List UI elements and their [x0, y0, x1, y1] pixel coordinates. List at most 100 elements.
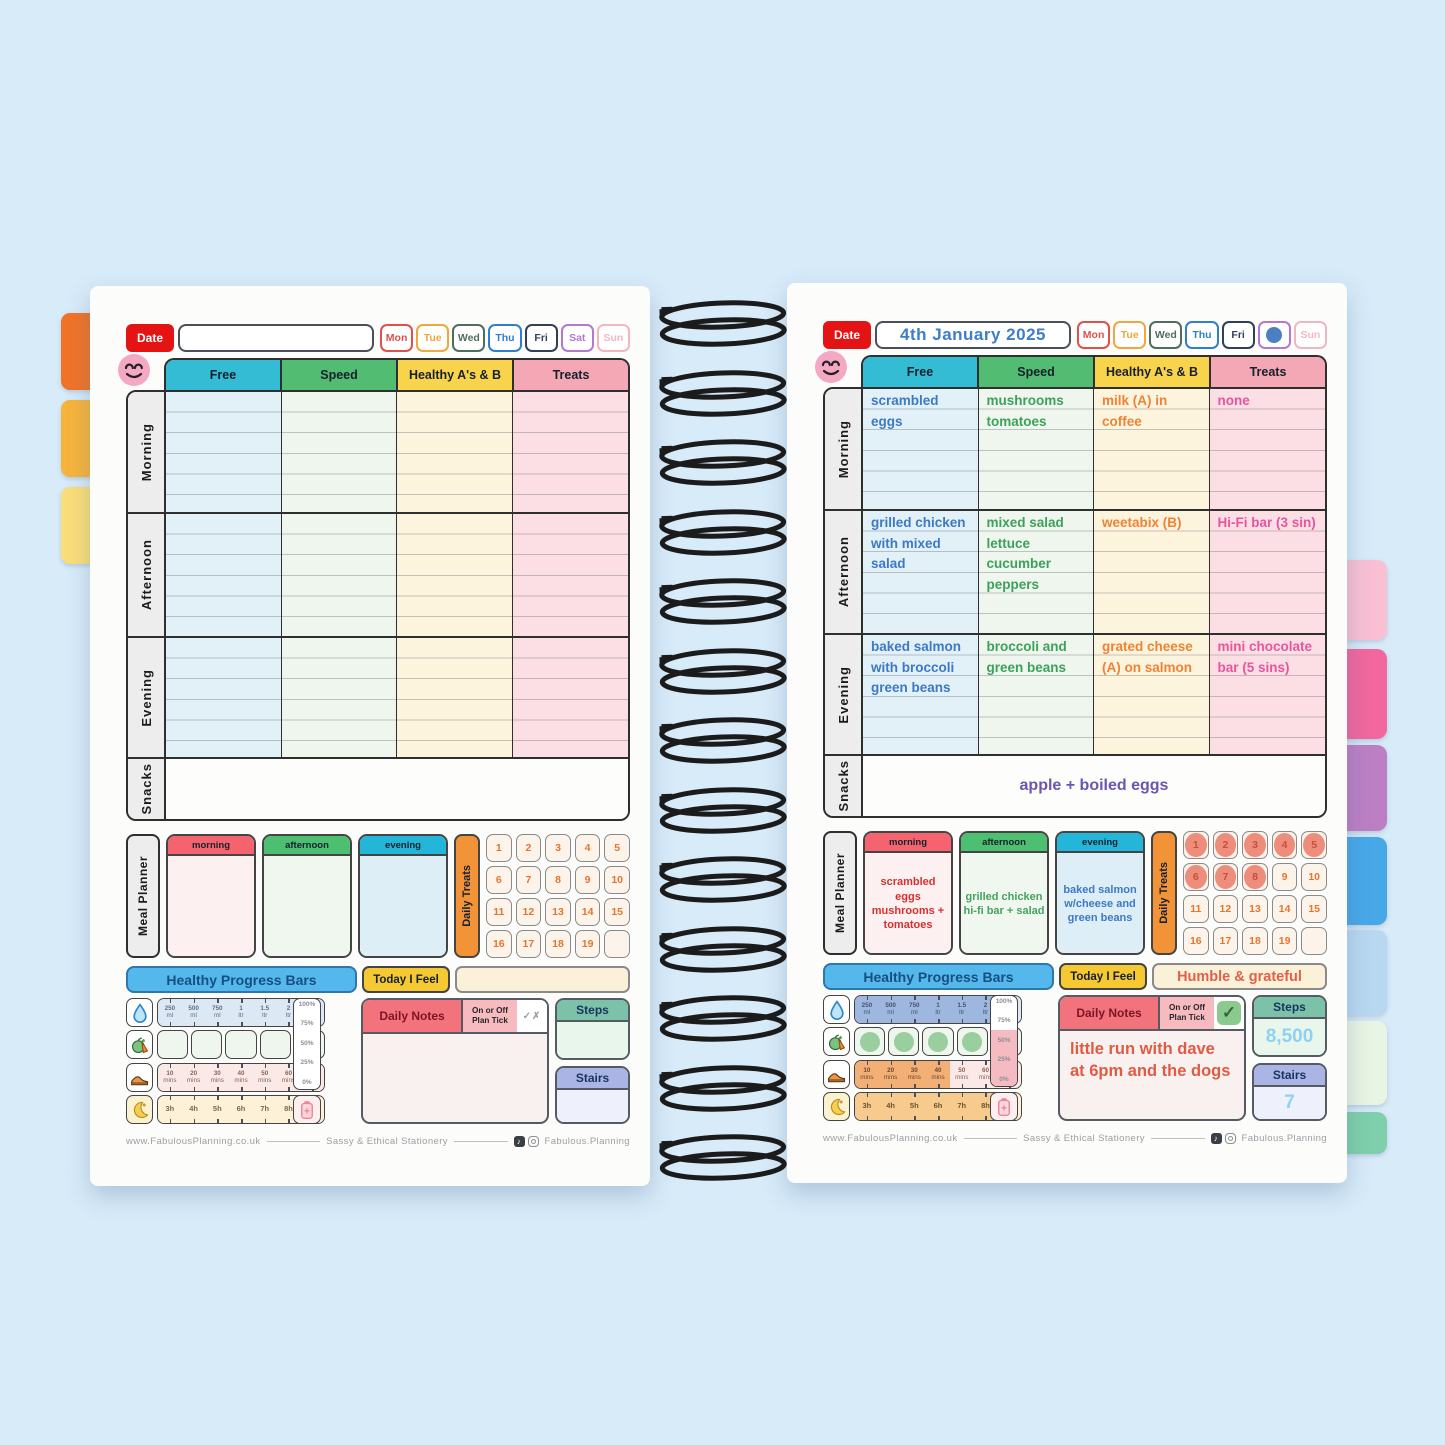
meal-cell-afternoon-healthy[interactable]: weetabix (B)	[1094, 511, 1210, 635]
meal-cell-morning-speed[interactable]: mushrooms tomatoes	[978, 389, 1094, 511]
scale-segment[interactable]: 1.5 ltr	[252, 999, 277, 1026]
day-tab-tue[interactable]: Tue	[1113, 321, 1147, 349]
scale-segment[interactable]: 1 ltr	[926, 996, 950, 1023]
treat-cell-9[interactable]: 9	[1271, 863, 1298, 891]
meal-cell-morning-healthy[interactable]	[397, 392, 513, 514]
check-cross-glyphs[interactable]: ✓✗	[522, 1010, 542, 1022]
meal-cell-evening-free[interactable]	[166, 638, 282, 759]
meal-cell-morning-free[interactable]: scrambled eggs	[863, 389, 979, 511]
meal-cell-evening-healthy[interactable]	[397, 638, 513, 759]
day-tab-wed[interactable]: Wed	[1149, 321, 1183, 349]
treat-cell-17[interactable]: 17	[1212, 927, 1239, 955]
meal-cell-evening-treats[interactable]	[512, 638, 628, 759]
scale-segment[interactable]: 20 mins	[878, 1061, 903, 1088]
scale-segment[interactable]: 500 ml	[878, 996, 903, 1023]
planner-slot-evening-text[interactable]: baked salmon w/cheese and green beans	[1057, 853, 1143, 953]
day-tab-thu[interactable]: Thu	[1185, 321, 1219, 349]
meal-cell-afternoon-healthy[interactable]	[397, 514, 513, 638]
treat-cell-2[interactable]: 2	[515, 834, 542, 862]
treat-cell-14[interactable]: 14	[574, 898, 601, 926]
scale-segment[interactable]: 40 mins	[229, 1064, 253, 1091]
daily-notes-text[interactable]: little run with dave at 6pm and the dogs	[1070, 1040, 1231, 1080]
fruit-veg-box[interactable]	[956, 1027, 988, 1056]
treat-cell-1[interactable]: 1	[486, 834, 512, 862]
meal-cell-afternoon-speed[interactable]	[281, 514, 397, 638]
planner-slot-morning-text[interactable]	[168, 856, 254, 956]
scale-segment[interactable]: 5h	[902, 1093, 927, 1120]
scale-segment[interactable]: 10 mins	[158, 1064, 182, 1091]
notebook-tab-right-3[interactable]	[1343, 745, 1387, 831]
planner-slot-evening[interactable]: evening	[358, 834, 448, 958]
day-tab-tue[interactable]: Tue	[416, 324, 450, 352]
treat-cell-5[interactable]: 5	[1301, 831, 1327, 859]
day-tab-sun[interactable]: Sun	[596, 324, 630, 352]
scale-segment[interactable]: 3h	[158, 1096, 182, 1123]
scale-segment[interactable]: 7h	[949, 1093, 974, 1120]
meal-cell-evening-healthy[interactable]: grated cheese (A) on salmon	[1094, 635, 1210, 756]
day-tab-sun[interactable]: Sun	[1293, 321, 1327, 349]
day-tab-sat[interactable]	[1257, 321, 1291, 349]
treat-cell-8[interactable]: 8	[545, 866, 571, 894]
meal-cell-afternoon-free[interactable]: grilled chicken with mixed salad	[863, 511, 979, 635]
treat-cell-8[interactable]: 8	[1242, 863, 1268, 891]
notebook-tab-right-6[interactable]	[1343, 1021, 1387, 1105]
meal-cell-evening-speed[interactable]: broccoli and green beans	[978, 635, 1094, 756]
stairs-value[interactable]: 7	[1254, 1087, 1325, 1119]
fruit-veg-box[interactable]	[259, 1030, 291, 1059]
scale-segment[interactable]: 10 mins	[855, 1061, 879, 1088]
planner-slot-evening-text[interactable]	[360, 856, 446, 956]
day-tab-wed[interactable]: Wed	[452, 324, 486, 352]
scale-segment[interactable]: 1.5 ltr	[949, 996, 974, 1023]
scale-segment[interactable]: 4h	[878, 1093, 903, 1120]
notebook-tab-right-2[interactable]	[1343, 649, 1387, 739]
treat-cell-16[interactable]: 16	[486, 930, 512, 958]
meal-cell-afternoon-treats[interactable]	[512, 514, 628, 638]
treat-cell-19[interactable]: 19	[574, 930, 601, 958]
meal-cell-morning-speed[interactable]	[281, 392, 397, 514]
steps-value[interactable]: 8,500	[1254, 1019, 1325, 1055]
treat-cell-13[interactable]: 13	[545, 898, 571, 926]
date-input[interactable]	[178, 324, 374, 352]
treat-cell-9[interactable]: 9	[574, 866, 601, 894]
day-tab-fri[interactable]: Fri	[1221, 321, 1255, 349]
scale-segment[interactable]: 30 mins	[205, 1064, 230, 1091]
treat-cell-11[interactable]: 11	[486, 898, 512, 926]
treat-cell-13[interactable]: 13	[1242, 895, 1268, 923]
notebook-tab-right-1[interactable]	[1343, 560, 1387, 640]
meal-cell-afternoon-speed[interactable]: mixed salad lettuce cucumber peppers	[978, 511, 1094, 635]
stairs-value[interactable]	[557, 1090, 628, 1122]
fruit-veg-box[interactable]	[191, 1030, 223, 1059]
day-tab-thu[interactable]: Thu	[488, 324, 522, 352]
scale-segment[interactable]: 250 ml	[855, 996, 879, 1023]
planner-slot-afternoon[interactable]: afternoon grilled chicken hi-fi bar + sa…	[959, 831, 1049, 955]
treat-cell-11[interactable]: 11	[1183, 895, 1209, 923]
meal-cell-morning-free[interactable]	[166, 392, 282, 514]
treat-cell-17[interactable]: 17	[515, 930, 542, 958]
percent-progress-bar[interactable]: 100% 75% 50% 25% 0%	[293, 998, 321, 1090]
meal-cell-afternoon-free[interactable]	[166, 514, 282, 638]
treat-cell-6[interactable]: 6	[486, 866, 512, 894]
meal-cell-evening-treats[interactable]: mini chocolate bar (5 sins)	[1209, 635, 1325, 756]
meal-cell-morning-treats[interactable]: none	[1209, 389, 1325, 511]
treat-cell-7[interactable]: 7	[1212, 863, 1239, 891]
treat-cell-4[interactable]: 4	[1271, 831, 1298, 859]
treat-cell-1[interactable]: 1	[1183, 831, 1209, 859]
notebook-tab-right-4[interactable]	[1343, 837, 1387, 925]
snacks-cell[interactable]	[166, 759, 628, 819]
planner-slot-morning[interactable]: morning	[166, 834, 256, 958]
fruit-veg-box[interactable]	[225, 1030, 257, 1059]
treat-cell-19[interactable]: 19	[1271, 927, 1298, 955]
planner-slot-afternoon-text[interactable]: grilled chicken hi-fi bar + salad	[961, 853, 1047, 953]
treat-cell-14[interactable]: 14	[1271, 895, 1298, 923]
treat-cell-18[interactable]: 18	[545, 930, 571, 958]
plan-tick-box[interactable]: ✓✗	[517, 1000, 547, 1032]
scale-segment[interactable]: 30 mins	[902, 1061, 927, 1088]
day-tab-mon[interactable]: Mon	[1077, 321, 1111, 349]
fruit-veg-box[interactable]	[157, 1030, 189, 1059]
notebook-tab-left-1[interactable]	[61, 313, 93, 390]
scale-segment[interactable]: 750 ml	[902, 996, 927, 1023]
treat-cell-3[interactable]: 3	[1242, 831, 1268, 859]
scale-segment[interactable]: 7h	[252, 1096, 277, 1123]
scale-segment[interactable]: 3h	[855, 1093, 879, 1120]
treat-cell-12[interactable]: 12	[515, 898, 542, 926]
